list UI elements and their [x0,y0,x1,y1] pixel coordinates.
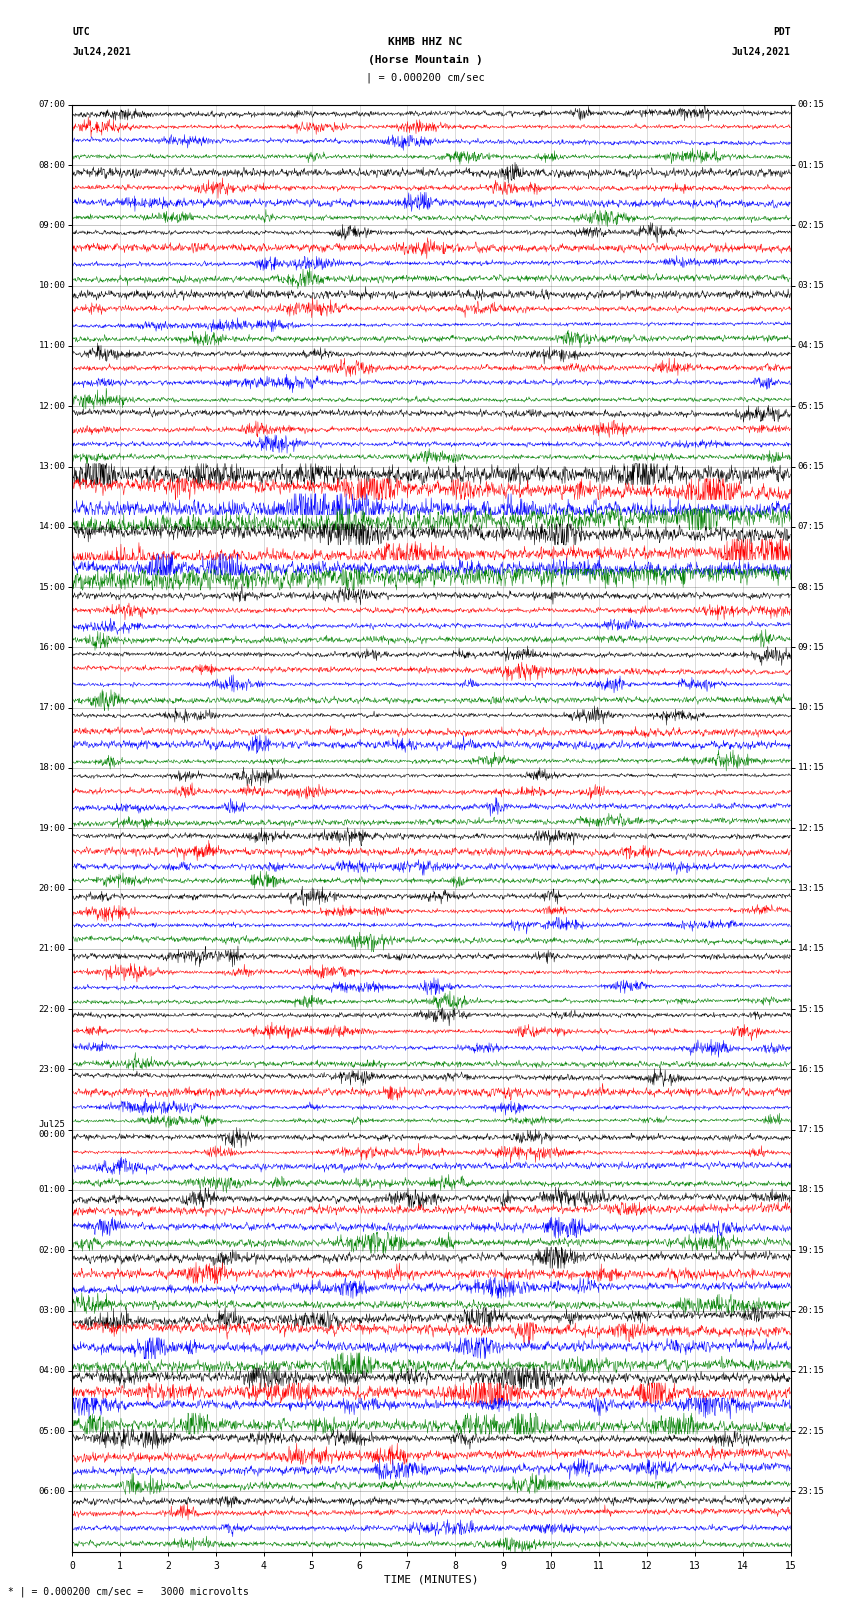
Text: Jul24,2021: Jul24,2021 [732,47,791,56]
X-axis label: TIME (MINUTES): TIME (MINUTES) [384,1574,479,1586]
Text: (Horse Mountain ): (Horse Mountain ) [367,55,483,65]
Text: UTC: UTC [72,27,90,37]
Text: PDT: PDT [773,27,790,37]
Text: KHMB HHZ NC: KHMB HHZ NC [388,37,462,47]
Text: Jul24,2021: Jul24,2021 [72,47,131,56]
Text: * | = 0.000200 cm/sec =   3000 microvolts: * | = 0.000200 cm/sec = 3000 microvolts [8,1587,249,1597]
Text: | = 0.000200 cm/sec: | = 0.000200 cm/sec [366,73,484,82]
